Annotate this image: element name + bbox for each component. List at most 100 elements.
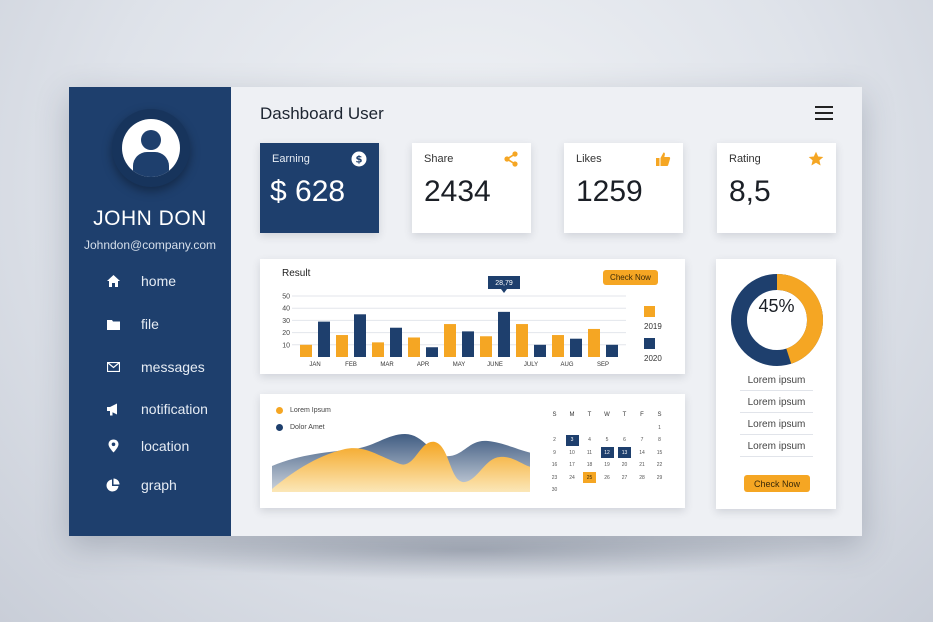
user-icon (122, 119, 180, 177)
donut-chart (731, 274, 823, 366)
list-item: Lorem ipsum (740, 441, 813, 457)
pie-chart-icon (105, 477, 121, 493)
bar-2019-june (480, 336, 492, 357)
folder-icon (105, 316, 121, 332)
bar-2019-may (444, 324, 456, 357)
calendar-day[interactable]: 30 (551, 487, 558, 493)
bar-chart: 10 20 30 40 50 JAN FEB MAR APR MAY JUNE JULY AUG SEP 2… (282, 276, 662, 368)
sidebar-item-location[interactable]: location (105, 435, 189, 457)
share-icon (503, 151, 519, 167)
calendar-day[interactable]: 11 (586, 449, 593, 456)
legend-label: Lorem Ipsum (290, 407, 331, 414)
bar-2020-apr (426, 347, 438, 357)
sidebar-item-home[interactable]: home (105, 270, 176, 292)
donut-percent-label: 45% (758, 296, 795, 316)
calendar-day[interactable]: 27 (621, 474, 628, 481)
x-tick-label: APR (417, 362, 430, 368)
stat-card-likes[interactable]: Likes 1259 (564, 143, 683, 233)
sidebar-item-file[interactable]: file (105, 313, 159, 335)
chart-title: Result (282, 268, 311, 279)
bar-2019-aug (552, 335, 564, 357)
bar-2020-feb (354, 314, 366, 357)
calendar-day[interactable]: 15 (656, 449, 663, 456)
calendar-day[interactable]: 13 (618, 447, 631, 458)
stat-label: Likes (576, 153, 602, 165)
calendar-day[interactable]: 22 (656, 462, 663, 468)
check-now-button[interactable]: Check Now (744, 475, 810, 492)
legend-label: Dolor Amet (290, 424, 325, 431)
x-tick-label: JULY (524, 362, 538, 368)
home-icon (105, 273, 121, 289)
calendar-day[interactable]: 20 (621, 462, 628, 468)
calendar-day[interactable]: 23 (551, 474, 558, 481)
calendar-weekday: T (587, 411, 592, 418)
calendar-day[interactable]: 26 (604, 474, 610, 481)
user-email: Johndon@company.com (83, 238, 217, 252)
envelope-icon (105, 359, 121, 375)
bar-2019-apr (408, 337, 420, 357)
legend-swatch-navy (276, 424, 283, 431)
wave-series-orange (272, 441, 530, 492)
tooltip-pointer (501, 289, 507, 293)
sidebar-item-messages[interactable]: messages (105, 356, 205, 378)
calendar-day[interactable]: 8 (658, 437, 661, 443)
location-pin-icon (105, 438, 121, 454)
calendar-day[interactable]: 7 (640, 437, 644, 443)
calendar-day[interactable]: 12 (600, 447, 614, 458)
bar-2019-sep (588, 328, 600, 357)
legend-swatch-2020 (644, 338, 655, 349)
stat-label: Rating (729, 153, 761, 165)
legend-item: Dolor Amet (276, 424, 325, 431)
bar-2020-aug (570, 338, 582, 357)
legend-swatch-2019 (644, 306, 655, 317)
dollar-icon: $ (351, 151, 367, 167)
dashboard-panel: JOHN DON Johndon@company.com home file m… (69, 87, 862, 536)
calendar-day[interactable]: 16 (551, 462, 558, 468)
sidebar-item-graph[interactable]: graph (105, 474, 177, 496)
bar-2020-july (534, 344, 546, 357)
calendar-day[interactable]: 29 (656, 474, 663, 481)
x-tick-label: JUNE (487, 362, 503, 368)
sidebar: JOHN DON Johndon@company.com home file m… (69, 87, 231, 536)
megaphone-icon (105, 401, 121, 417)
progress-card: 45% Lorem ipsum Lorem ipsum Lorem ipsum … (716, 259, 836, 509)
menu-icon[interactable] (815, 106, 833, 121)
calendar-day[interactable]: 10 (569, 449, 575, 456)
bar-2020-mar (390, 327, 402, 357)
calendar-day[interactable]: 28 (639, 474, 645, 481)
sidebar-item-label: graph (141, 477, 177, 493)
calendar-day[interactable]: 2 (553, 437, 556, 443)
wave-area-chart (272, 434, 530, 492)
y-tick-label: 50 (282, 294, 290, 301)
calendar-day[interactable]: 19 (604, 462, 610, 468)
calendar-day[interactable]: 18 (586, 462, 593, 468)
calendar-day[interactable]: 9 (553, 449, 556, 456)
avatar[interactable] (112, 109, 190, 187)
result-chart-card: Result Check Now 10 20 30 40 50 JAN FEB MAR APR M… (260, 259, 685, 374)
calendar-day[interactable]: 3 (565, 434, 579, 446)
x-tick-label: AUG (560, 362, 573, 368)
sidebar-item-label: home (141, 273, 177, 289)
bar-2020-june (498, 311, 510, 357)
tooltip-box (488, 276, 520, 289)
calendar-day[interactable]: 17 (569, 462, 575, 468)
x-tick-label: FEB (345, 362, 357, 368)
stat-card-share[interactable]: Share 2434 (412, 143, 531, 233)
calendar-weekday: S (657, 411, 662, 418)
calendar-day[interactable]: 25 (583, 472, 596, 483)
calendar-day[interactable]: 1 (658, 424, 661, 431)
calendar-day[interactable]: 5 (605, 437, 609, 443)
calendar-day[interactable]: 14 (639, 449, 645, 456)
legend-item: Lorem Ipsum (276, 407, 331, 414)
stat-card-rating[interactable]: Rating 8,5 (717, 143, 836, 233)
calendar-day[interactable]: 4 (588, 437, 591, 443)
check-now-button[interactable]: Check Now (603, 270, 658, 285)
x-tick-label: SEP (597, 362, 609, 368)
y-tick-label: 40 (282, 306, 290, 313)
calendar-day[interactable]: 24 (569, 474, 575, 481)
stat-card-earning[interactable]: Earning $ $ 628 (260, 143, 379, 233)
calendar-day[interactable]: 6 (623, 437, 626, 443)
calendar-day[interactable]: 21 (639, 462, 645, 468)
stat-value: 1259 (576, 175, 643, 208)
sidebar-item-notification[interactable]: notification (105, 398, 208, 420)
